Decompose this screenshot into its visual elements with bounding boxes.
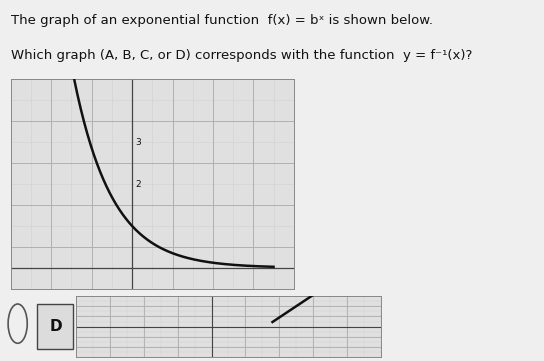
- Text: 1: 1: [170, 314, 175, 323]
- Text: -2: -2: [47, 314, 55, 323]
- FancyBboxPatch shape: [38, 304, 73, 349]
- Text: 2: 2: [135, 180, 141, 188]
- Text: Which graph (A, B, C, or D) corresponds with the function  y = f⁻¹(x)?: Which graph (A, B, C, or D) corresponds …: [11, 49, 472, 62]
- Text: -1: -1: [87, 314, 96, 323]
- Text: D: D: [50, 319, 62, 334]
- Text: 3: 3: [135, 138, 141, 147]
- Text: The graph of an exponential function  f(x) = bˣ is shown below.: The graph of an exponential function f(x…: [11, 14, 433, 27]
- Text: 2: 2: [210, 314, 216, 323]
- Text: 3: 3: [250, 314, 256, 323]
